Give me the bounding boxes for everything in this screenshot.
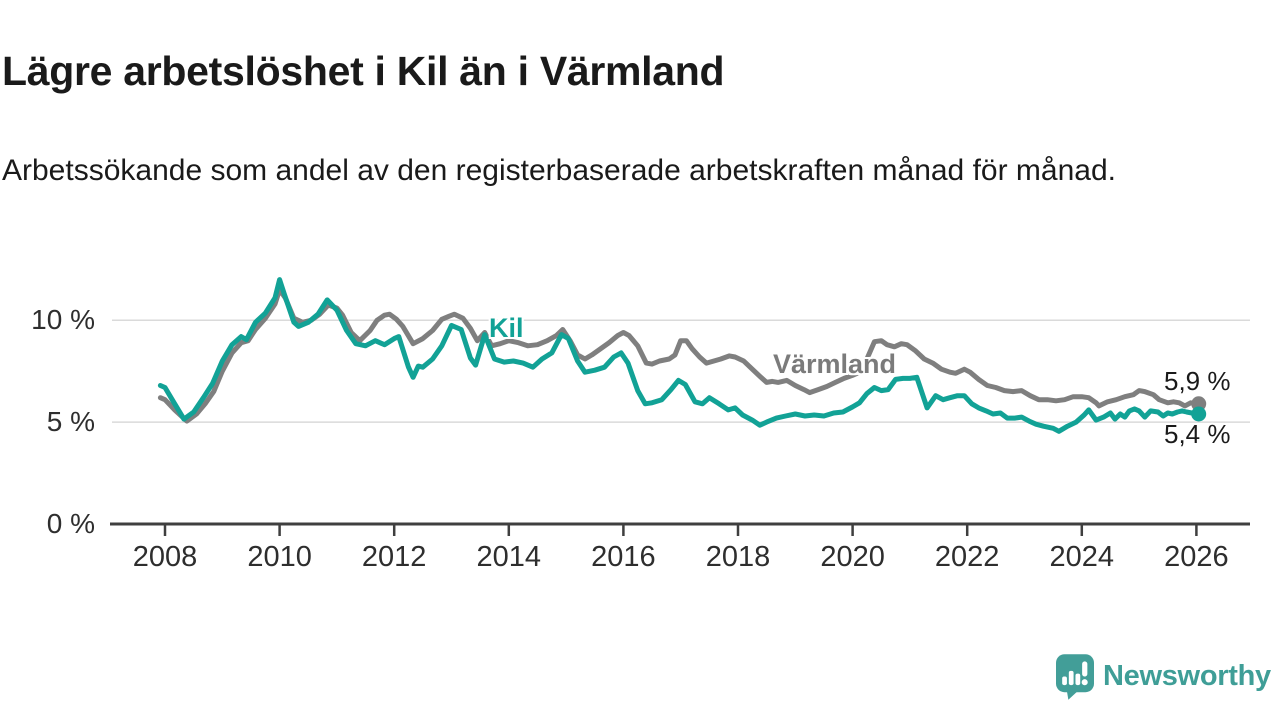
newsworthy-logo-text: Newsworthy xyxy=(1103,659,1271,692)
end-dot-kil xyxy=(1191,406,1207,422)
gridlines xyxy=(112,319,1250,423)
chart-subtitle: Arbetssökande som andel av den registerb… xyxy=(2,154,1116,187)
x-axis xyxy=(110,522,1250,536)
newsworthy-logo-icon xyxy=(1056,654,1094,700)
chart-title: Lägre arbetslöshet i Kil än i Värmland xyxy=(2,48,725,95)
newsworthy-logo: Newsworthy xyxy=(1056,650,1271,702)
series-end-dots xyxy=(1191,396,1207,422)
line-kil xyxy=(157,277,1202,434)
series-lines xyxy=(157,277,1202,434)
line-värmland xyxy=(157,287,1202,424)
